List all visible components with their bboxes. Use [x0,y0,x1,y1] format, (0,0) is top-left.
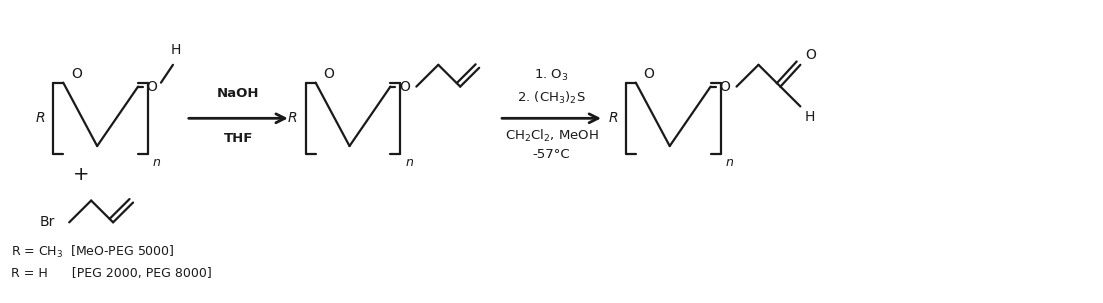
Text: R = H      [PEG 2000, PEG 8000]: R = H [PEG 2000, PEG 8000] [11,267,212,280]
Text: O: O [643,67,654,81]
Text: O: O [399,80,410,94]
Text: R: R [35,111,45,125]
Text: O: O [719,80,730,94]
Text: n: n [726,156,733,169]
Text: R = CH$_3$  [MeO-PEG 5000]: R = CH$_3$ [MeO-PEG 5000] [11,244,175,260]
Text: +: + [73,165,89,184]
Text: CH$_2$Cl$_2$, MeOH: CH$_2$Cl$_2$, MeOH [504,128,599,144]
Text: H: H [171,43,181,57]
Text: n: n [153,156,161,169]
Text: Br: Br [40,215,55,229]
Text: O: O [147,80,158,94]
Text: H: H [804,110,815,124]
Text: R: R [288,111,298,125]
Text: O: O [805,48,816,62]
Text: n: n [406,156,414,169]
Text: R: R [608,111,618,125]
Text: -57°C: -57°C [533,148,570,161]
Text: NaOH: NaOH [217,88,259,101]
Text: 2. (CH$_3$)$_2$S: 2. (CH$_3$)$_2$S [517,90,586,106]
Text: O: O [71,67,82,81]
Text: 1. O$_3$: 1. O$_3$ [534,68,569,83]
Text: O: O [323,67,334,81]
Text: THF: THF [224,132,253,145]
